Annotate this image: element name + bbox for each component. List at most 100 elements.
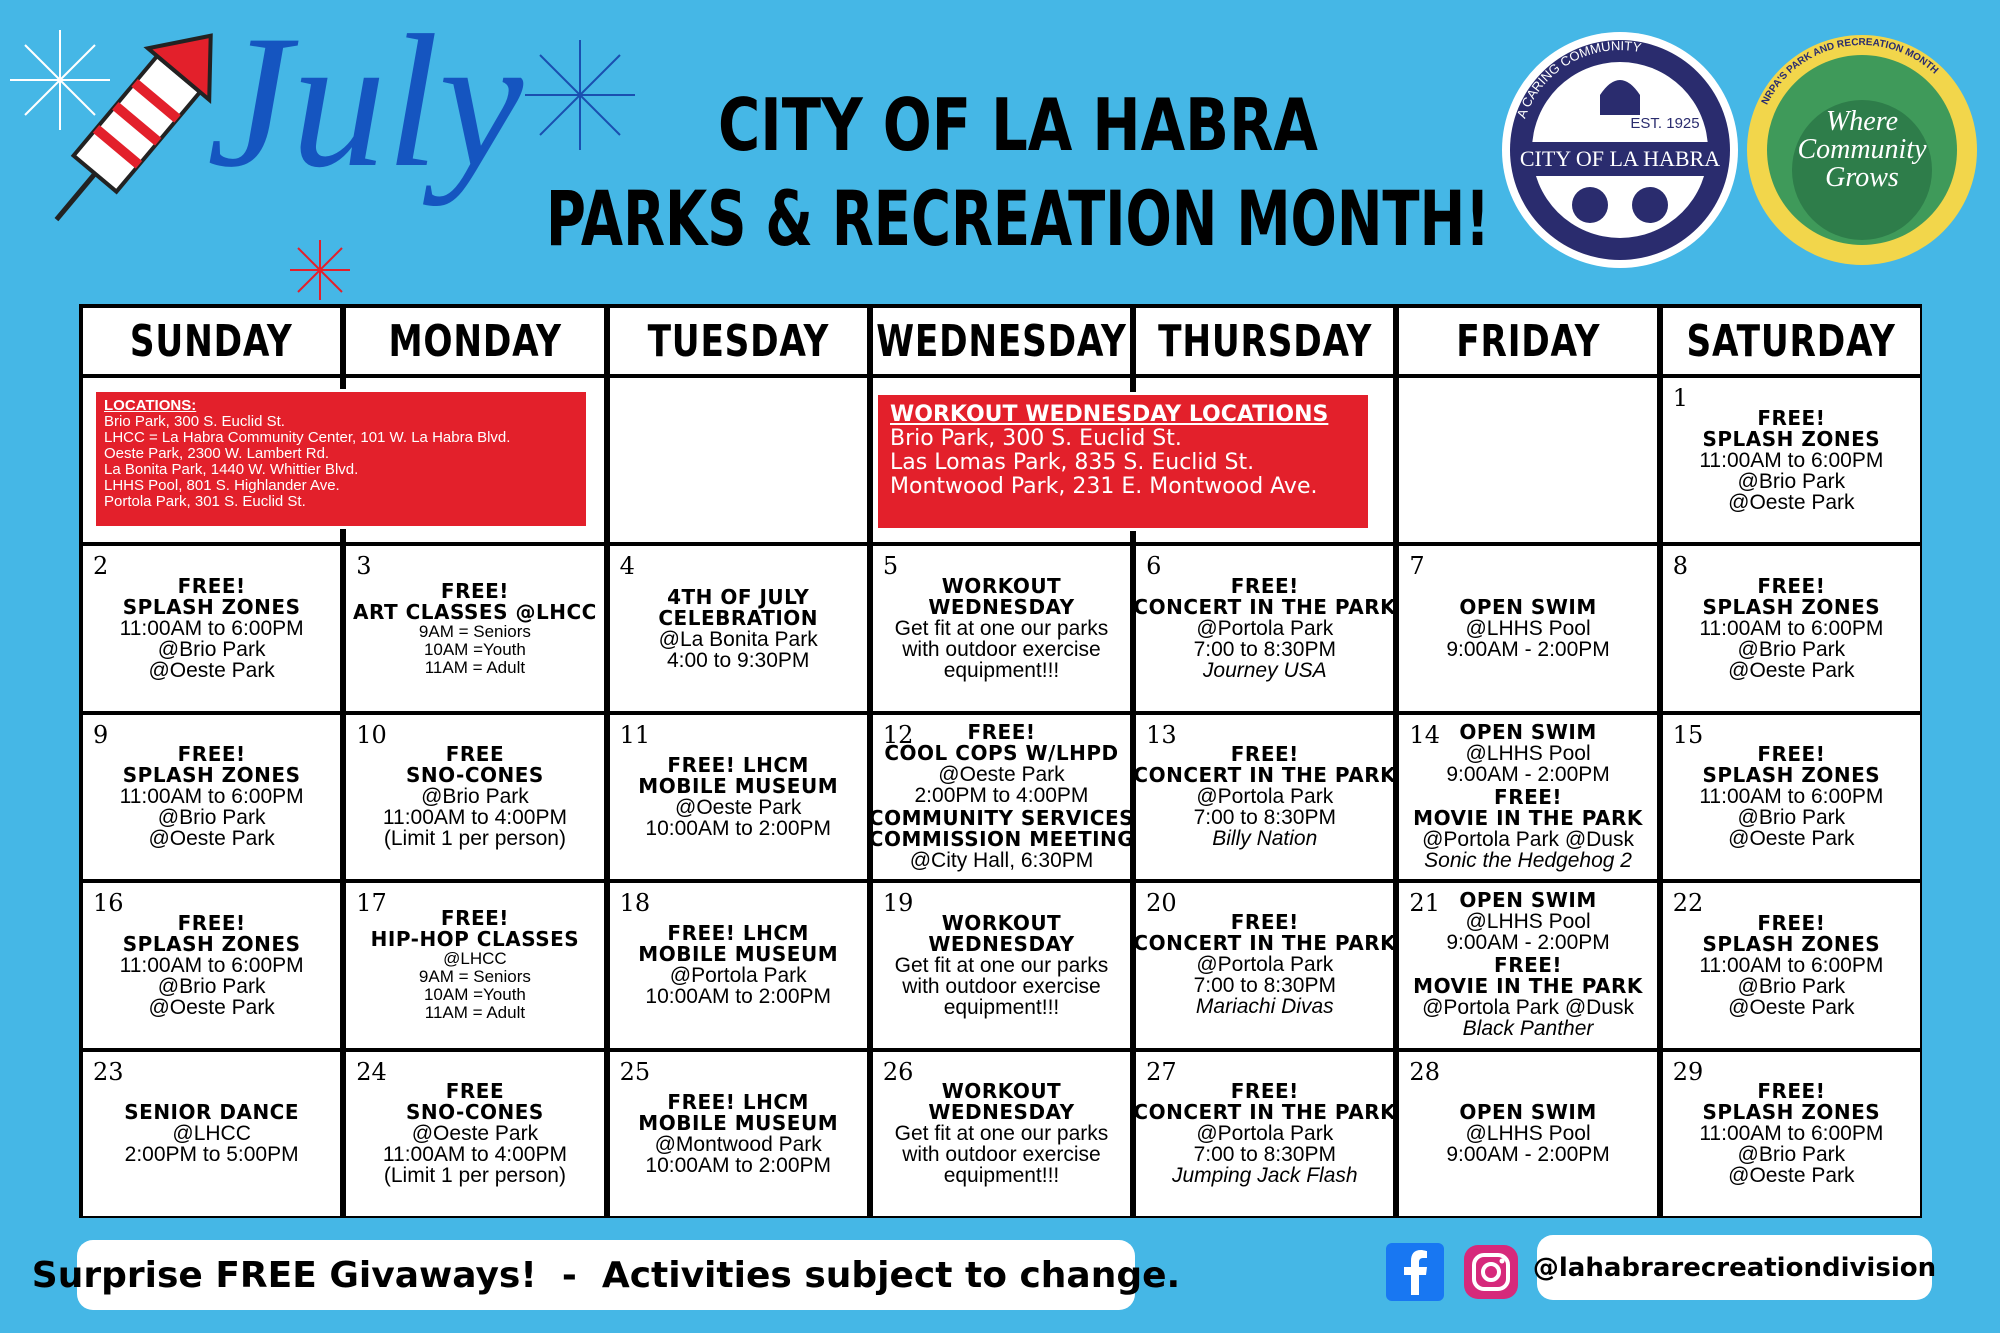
event-heading: FREE! <box>177 742 246 767</box>
date-number: 28 <box>1409 1057 1440 1086</box>
day-cell: 21 OPEN SWIM @LHHS Pool 9:00AM - 2:00PM FREE… <box>1399 883 1657 1048</box>
day-name: WEDNESDAY <box>876 315 1127 367</box>
event: FREE! SPLASH ZONES 11:00AM to 6:00PM @Brio … <box>1699 912 1884 1019</box>
day-name: TUESDAY <box>647 315 829 367</box>
event-detail: @Oeste Park <box>148 995 275 1019</box>
event-heading: FREE! <box>177 910 246 935</box>
event-heading: COMMISSION MEETING <box>872 827 1131 852</box>
event: WORKOUT WEDNESDAY Get fit at one our parks… <box>895 574 1109 682</box>
event: FREE! CONCERT IN THE PARK @Portola Park 7:0… <box>1136 912 1393 1018</box>
day-name: FRIDAY <box>1456 315 1601 367</box>
event-heading: MOBILE MUSEUM <box>638 942 839 967</box>
date-number: 20 <box>1146 889 1177 918</box>
event-heading: OPEN SWIM <box>1459 1100 1597 1125</box>
event-heading: COOL COPS W/LHPD <box>884 741 1119 766</box>
event-heading: WORKOUT <box>941 1079 1062 1104</box>
event-detail: @Portola Park <box>669 964 807 988</box>
event-detail: (Limit 1 per person) <box>383 827 566 851</box>
event-heading: FREE! <box>1757 405 1826 430</box>
day-cell: 18 FREE! LHCM MOBILE MUSEUM @Portola Park 10… <box>609 883 867 1048</box>
event: FREE! ART CLASSES @LHCC 9AM = Seniors 10AM … <box>353 580 597 677</box>
event-heading: FREE! <box>1757 574 1826 599</box>
event-performer: Mariachi Divas <box>1195 995 1334 1019</box>
event-heading: FREE! <box>1494 953 1563 978</box>
day-cell: 9 FREE! SPLASH ZONES 11:00AM to 6:00PM @Brio… <box>83 714 341 880</box>
event-detail: @LHCC <box>172 1122 251 1146</box>
workout-box: WORKOUT WEDNESDAY LOCATIONS Brio Park, 3… <box>875 392 1371 531</box>
event-detail: @Brio Park <box>157 974 266 998</box>
event: 4TH OF JULY CELEBRATION @La Bonita Park 4:0… <box>658 586 818 671</box>
day-cell: 28 OPEN SWIM @LHHS Pool 9:00AM - 2:00PM <box>1399 1051 1657 1216</box>
event-detail: @Oeste Park <box>411 1122 539 1146</box>
event-heading: FREE! <box>1230 573 1299 598</box>
handle-box: @lahabrarecreationdivision <box>1533 1235 1936 1300</box>
event-detail: Get fit at one our parks <box>894 953 1109 977</box>
event: OPEN SWIM @LHHS Pool 9:00AM - 2:00PM <box>1446 719 1609 785</box>
date-number: 13 <box>1146 720 1177 749</box>
event-schedule: 11AM = Adult <box>424 657 526 677</box>
event-heading: MOVIE IN THE PARK <box>1413 805 1643 830</box>
event-performer: Jumping Jack Flash <box>1171 1163 1358 1187</box>
day-cell: 14 OPEN SWIM @LHHS Pool 9:00AM - 2:00PM FREE… <box>1399 714 1657 880</box>
location-item: LHHS Pool, 801 S. Highlander Ave. <box>104 477 340 494</box>
event-heading: FREE! <box>967 720 1036 745</box>
day-cell: 19 WORKOUT WEDNESDAY Get fit at one our par… <box>872 883 1131 1048</box>
event-heading: SENIOR DANCE <box>124 1100 300 1125</box>
event-heading: OPEN SWIM <box>1459 719 1597 744</box>
event-detail: 10:00AM to 2:00PM <box>645 985 831 1009</box>
event-heading: SPLASH ZONES <box>122 595 301 620</box>
event: OPEN SWIM @LHHS Pool 9:00AM - 2:00PM <box>1446 890 1609 954</box>
event-detail: 7:00 to 8:30PM <box>1193 805 1336 829</box>
date-number: 29 <box>1672 1057 1704 1086</box>
event: FREE! SPLASH ZONES 11:00AM to 6:00PM @Brio … <box>120 910 304 1019</box>
event-heading: FREE! <box>1757 1079 1826 1104</box>
workout-location: Brio Park, 300 S. Euclid St. <box>890 426 1182 451</box>
day-cell: 1 FREE! SPLASH ZONES 11:00AM to 6:00PM @Brio… <box>1662 378 1920 543</box>
event-detail: @LHHS Pool <box>1465 617 1591 641</box>
event-detail: @Oeste Park <box>1728 995 1855 1019</box>
date-number: 23 <box>93 1057 124 1086</box>
logo-slogan: Community <box>1797 134 1927 165</box>
event-detail: 7:00 to 8:30PM <box>1193 1142 1336 1166</box>
event-detail: @Brio Park <box>1737 469 1846 493</box>
day-cell: 13 FREE! CONCERT IN THE PARK @Portola Park 7… <box>1136 714 1394 880</box>
event-detail: @Brio Park <box>157 806 266 830</box>
event-detail: @Portola Park <box>1196 616 1334 640</box>
event-detail: @City Hall, 6:30PM <box>909 849 1094 873</box>
event-detail: 7:00 to 8:30PM <box>1193 637 1336 661</box>
event-detail: @Oeste Park <box>1728 1164 1855 1188</box>
day-cell: 2 FREE! SPLASH ZONES 11:00AM to 6:00PM @Brio… <box>83 546 341 711</box>
event-heading: FREE! <box>1757 742 1826 767</box>
event-heading: HIP-HOP CLASSES <box>370 927 580 952</box>
footer-note: Surprise FREE Givaways! - Activities sub… <box>31 1254 1181 1296</box>
event: FREE! HIP-HOP CLASSES @LHCC 9AM = Seniors 10… <box>371 908 580 1022</box>
date-number: 1 <box>1672 384 1688 412</box>
event-detail: @Portola Park <box>1196 784 1334 808</box>
date-number: 22 <box>1672 889 1704 918</box>
event-heading: COMMUNITY SERVICES <box>872 806 1131 831</box>
event-heading: MOBILE MUSEUM <box>638 773 839 798</box>
event-heading: WORKOUT <box>941 574 1062 599</box>
event: FREE! SPLASH ZONES 11:00AM to 6:00PM @Brio … <box>1699 574 1883 682</box>
event-performer: Sonic the Hedgehog 2 <box>1424 848 1632 872</box>
event: FREE! CONCERT IN THE PARK @Portola Park 7:0… <box>1136 743 1393 850</box>
event-heading: WEDNESDAY <box>928 595 1075 620</box>
date-number: 14 <box>1409 720 1440 749</box>
location-item: La Bonita Park, 1440 W. Whittier Blvd. <box>104 461 359 478</box>
day-cell: 17 FREE! HIP-HOP CLASSES @LHCC 9AM = Seniors… <box>346 883 604 1048</box>
event: FREE! SPLASH ZONES 11:00AM to 6:00PM @Brio … <box>1699 405 1883 513</box>
locations-heading: LOCATIONS: <box>104 397 197 414</box>
event-detail: 2:00PM to 4:00PM <box>914 784 1089 808</box>
day-cell: 20 FREE! CONCERT IN THE PARK @Portola Park 7… <box>1136 883 1394 1048</box>
day-cell: 3 FREE! ART CLASSES @LHCC 9AM = Seniors 10AM… <box>346 546 604 711</box>
day-cell: 4 4TH OF JULY CELEBRATION @La Bonita Park 4:… <box>609 546 867 711</box>
event-detail: 11:00AM to 6:00PM <box>1699 953 1884 977</box>
date-number: 7 <box>1409 552 1425 581</box>
day-cell: 27 FREE! CONCERT IN THE PARK @Portola Park 7… <box>1136 1051 1394 1216</box>
event-heading: FREE! <box>177 574 246 599</box>
event-detail: @LHHS Pool <box>1465 1122 1591 1146</box>
date-number: 9 <box>93 720 109 749</box>
day-cell: 5 WORKOUT WEDNESDAY Get fit at one our park… <box>872 546 1131 711</box>
date-number: 8 <box>1672 552 1688 581</box>
event: FREE! LHCM MOBILE MUSEUM @Montwood Park 10:… <box>638 1091 838 1176</box>
